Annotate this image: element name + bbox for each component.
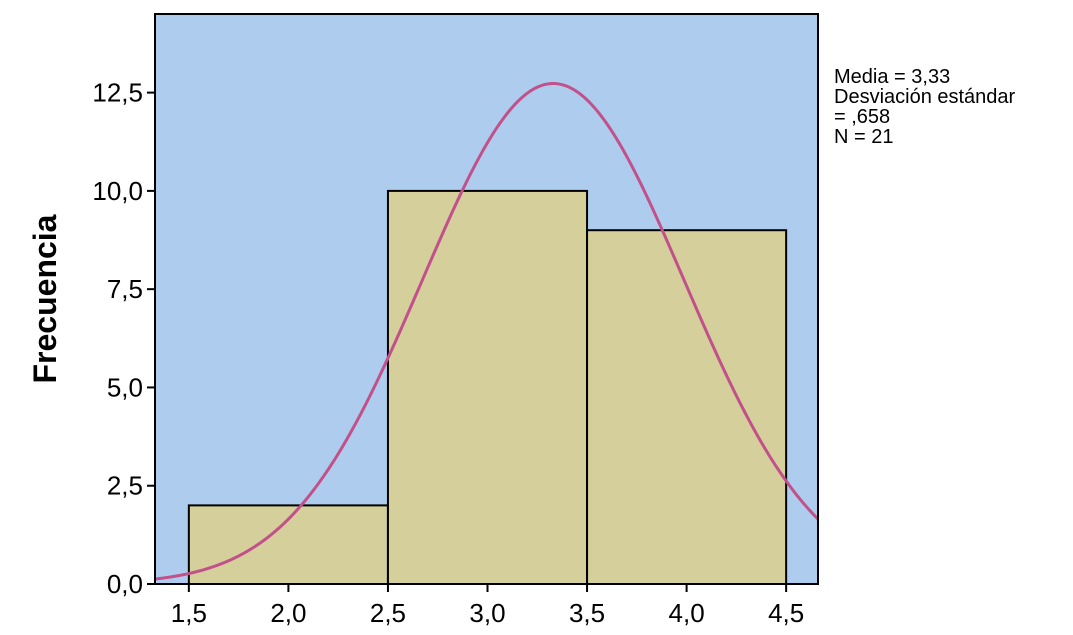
y-tick-label-1: 2,5 [107,471,143,501]
x-tick-label-3: 3,0 [469,598,505,628]
y-axis-label: Frecuencia [27,214,63,383]
stats-line-3: N = 21 [834,126,893,148]
x-tick-label-6: 4,5 [768,598,804,628]
x-tick-label-4: 3,5 [569,598,605,628]
y-tick-label-4: 10,0 [92,176,143,206]
y-axis: 0,0 2,5 5,0 7,5 10,0 12,5 [92,78,155,599]
y-tick-label-3: 7,5 [107,274,143,304]
stats-line-2: = ,658 [834,106,890,128]
x-tick-label-2: 2,5 [370,598,406,628]
x-tick-label-5: 4,0 [669,598,705,628]
x-tick-label-0: 1,5 [171,598,207,628]
stats-line-1: Desviación estándar [834,86,1016,108]
x-axis: 1,5 2,0 2,5 3,0 3,5 4,0 4,5 [171,584,804,628]
stats-line-0: Media = 3,33 [834,66,950,88]
y-tick-label-2: 5,0 [107,372,143,402]
bar-1 [386,189,589,585]
y-tick-label-5: 12,5 [92,78,143,108]
x-tick-label-1: 2,0 [270,598,306,628]
y-tick-label-0: 0,0 [107,569,143,599]
normal-curve [154,81,820,581]
